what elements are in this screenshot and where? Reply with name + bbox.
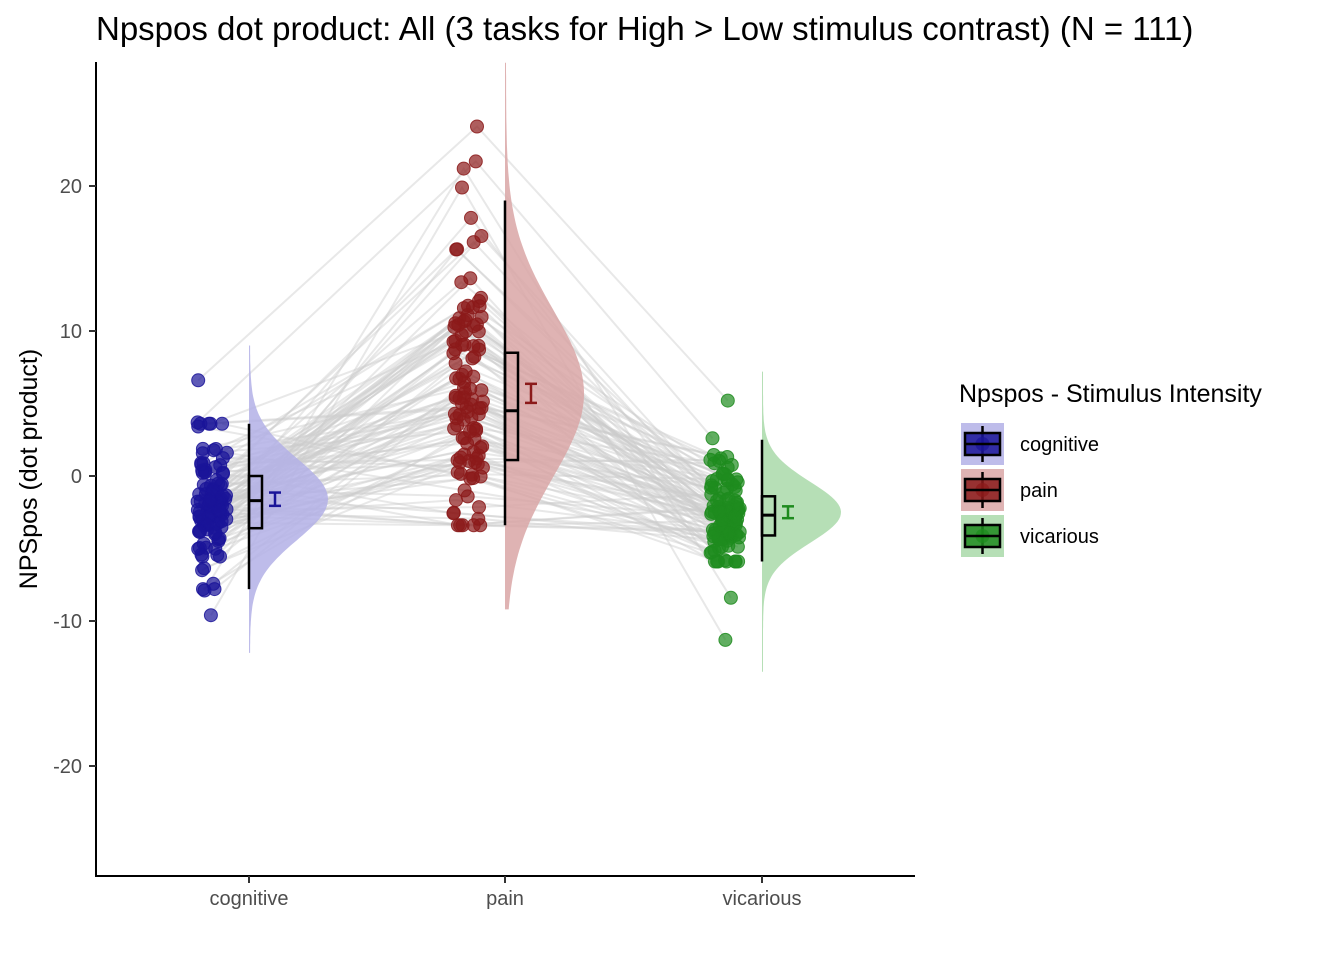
vicarious-data-point [706,529,721,544]
vicarious-data-point [731,554,746,569]
cognitive-data-point [195,563,210,578]
cognitive-data-point [215,489,230,503]
cognitive-data-point [191,373,206,388]
legend-label: cognitive [1020,434,1099,456]
x-tick-label: pain [486,888,524,910]
boxplots [247,200,794,590]
pain-data-point [452,391,467,406]
pain-data-point [457,483,472,498]
cognitive-data-point [219,445,234,460]
pain-data-point [465,351,480,366]
pain-data-point [446,505,461,520]
pain-boxplot [503,200,537,526]
pain-data-point [456,161,471,176]
pain-data-point [447,320,462,335]
chart-title: Npspos dot product: All (3 tasks for Hig… [96,10,1193,47]
boxplot-box [503,351,520,462]
pain-data-point [475,439,490,454]
y-tick-label: -10 [53,611,82,633]
pain-data-point [456,412,471,427]
cognitive-data-point [210,548,225,562]
vicarious-data-point [723,590,738,605]
cognitive-data-point [212,503,227,518]
pain-data-point [470,119,484,134]
pain-data-point [474,383,489,398]
cognitive-data-point [215,416,230,431]
vicarious-data-point [720,393,735,408]
pain-data-point [466,471,481,486]
vicarious-data-point [718,632,733,647]
y-ticks: -20 -10 0 10 20 [53,176,96,778]
pain-data-point [464,210,478,225]
pain-data-point [466,518,481,533]
pain-data-point [466,369,481,384]
vicarious-data-point [724,458,739,472]
pain-mean-errorbar [525,382,537,405]
pain-data-point [453,518,468,533]
pain-data-point [474,229,489,243]
legend-item-pain: pain [961,469,1058,511]
pain-data-point [449,493,463,508]
pain-data-point [448,356,463,371]
cognitive-data-point [192,509,207,524]
x-ticks: cognitive pain vicarious [210,876,802,910]
legend-item-cognitive: cognitive [961,423,1099,465]
cognitive-data-point [202,494,217,509]
pain-data-point [457,337,472,352]
legend-label: vicarious [1020,526,1099,548]
pain-density-cloud [505,62,584,610]
y-tick-label: 20 [60,176,82,198]
pain-data-point [468,455,483,470]
pain-data-point [463,424,477,439]
data-points [190,119,747,647]
cognitive-mean-errorbar [269,491,281,508]
vicarious-data-point [728,509,743,524]
vicarious-data-point [703,452,718,467]
pain-data-point [466,300,480,315]
vicarious-data-point [722,526,737,541]
cognitive-data-point [194,547,209,562]
vicarious-data-point [714,513,729,528]
cognitive-data-point [206,576,221,591]
pain-data-point [452,455,467,470]
legend-title: Npspos - Stimulus Intensity [959,380,1262,408]
y-tick-label: -20 [53,756,82,778]
cognitive-data-point [203,608,218,623]
vicarious-data-point [730,475,745,490]
pain-data-point [469,317,484,332]
pain-data-point [450,242,465,257]
vicarious-boxplot [760,439,794,562]
legend-item-vicarious: vicarious [961,515,1099,557]
pain-data-point [454,275,469,290]
legend-label: pain [1020,480,1058,502]
vicarious-density-cloud [762,371,841,672]
x-tick-label: vicarious [723,888,802,910]
cognitive-density-cloud [249,345,328,653]
x-tick-label: cognitive [210,888,289,910]
y-tick-label: 0 [71,466,82,488]
vicarious-data-point [717,467,732,482]
vicarious-data-point [710,493,724,508]
vicarious-data-point [708,554,722,569]
pain-data-point [472,500,486,515]
cognitive-data-point [195,441,210,456]
pain-data-point [455,180,469,195]
y-tick-label: 10 [60,321,82,343]
pain-data-point [468,154,483,169]
density-clouds [249,62,841,672]
legend: Npspos - Stimulus Intensity cognitive pai… [959,380,1262,557]
cognitive-data-point [192,524,206,539]
y-axis-label: NPSpos (dot product) [15,349,43,589]
vicarious-data-point [705,474,720,488]
vicarious-mean-errorbar [782,505,794,520]
vicarious-data-point [705,431,720,446]
cognitive-data-point [203,416,218,431]
vicarious-data-point [721,491,736,506]
cognitive-boxplot [247,423,281,590]
cognitive-data-point [194,457,209,472]
pain-data-point [474,401,489,415]
